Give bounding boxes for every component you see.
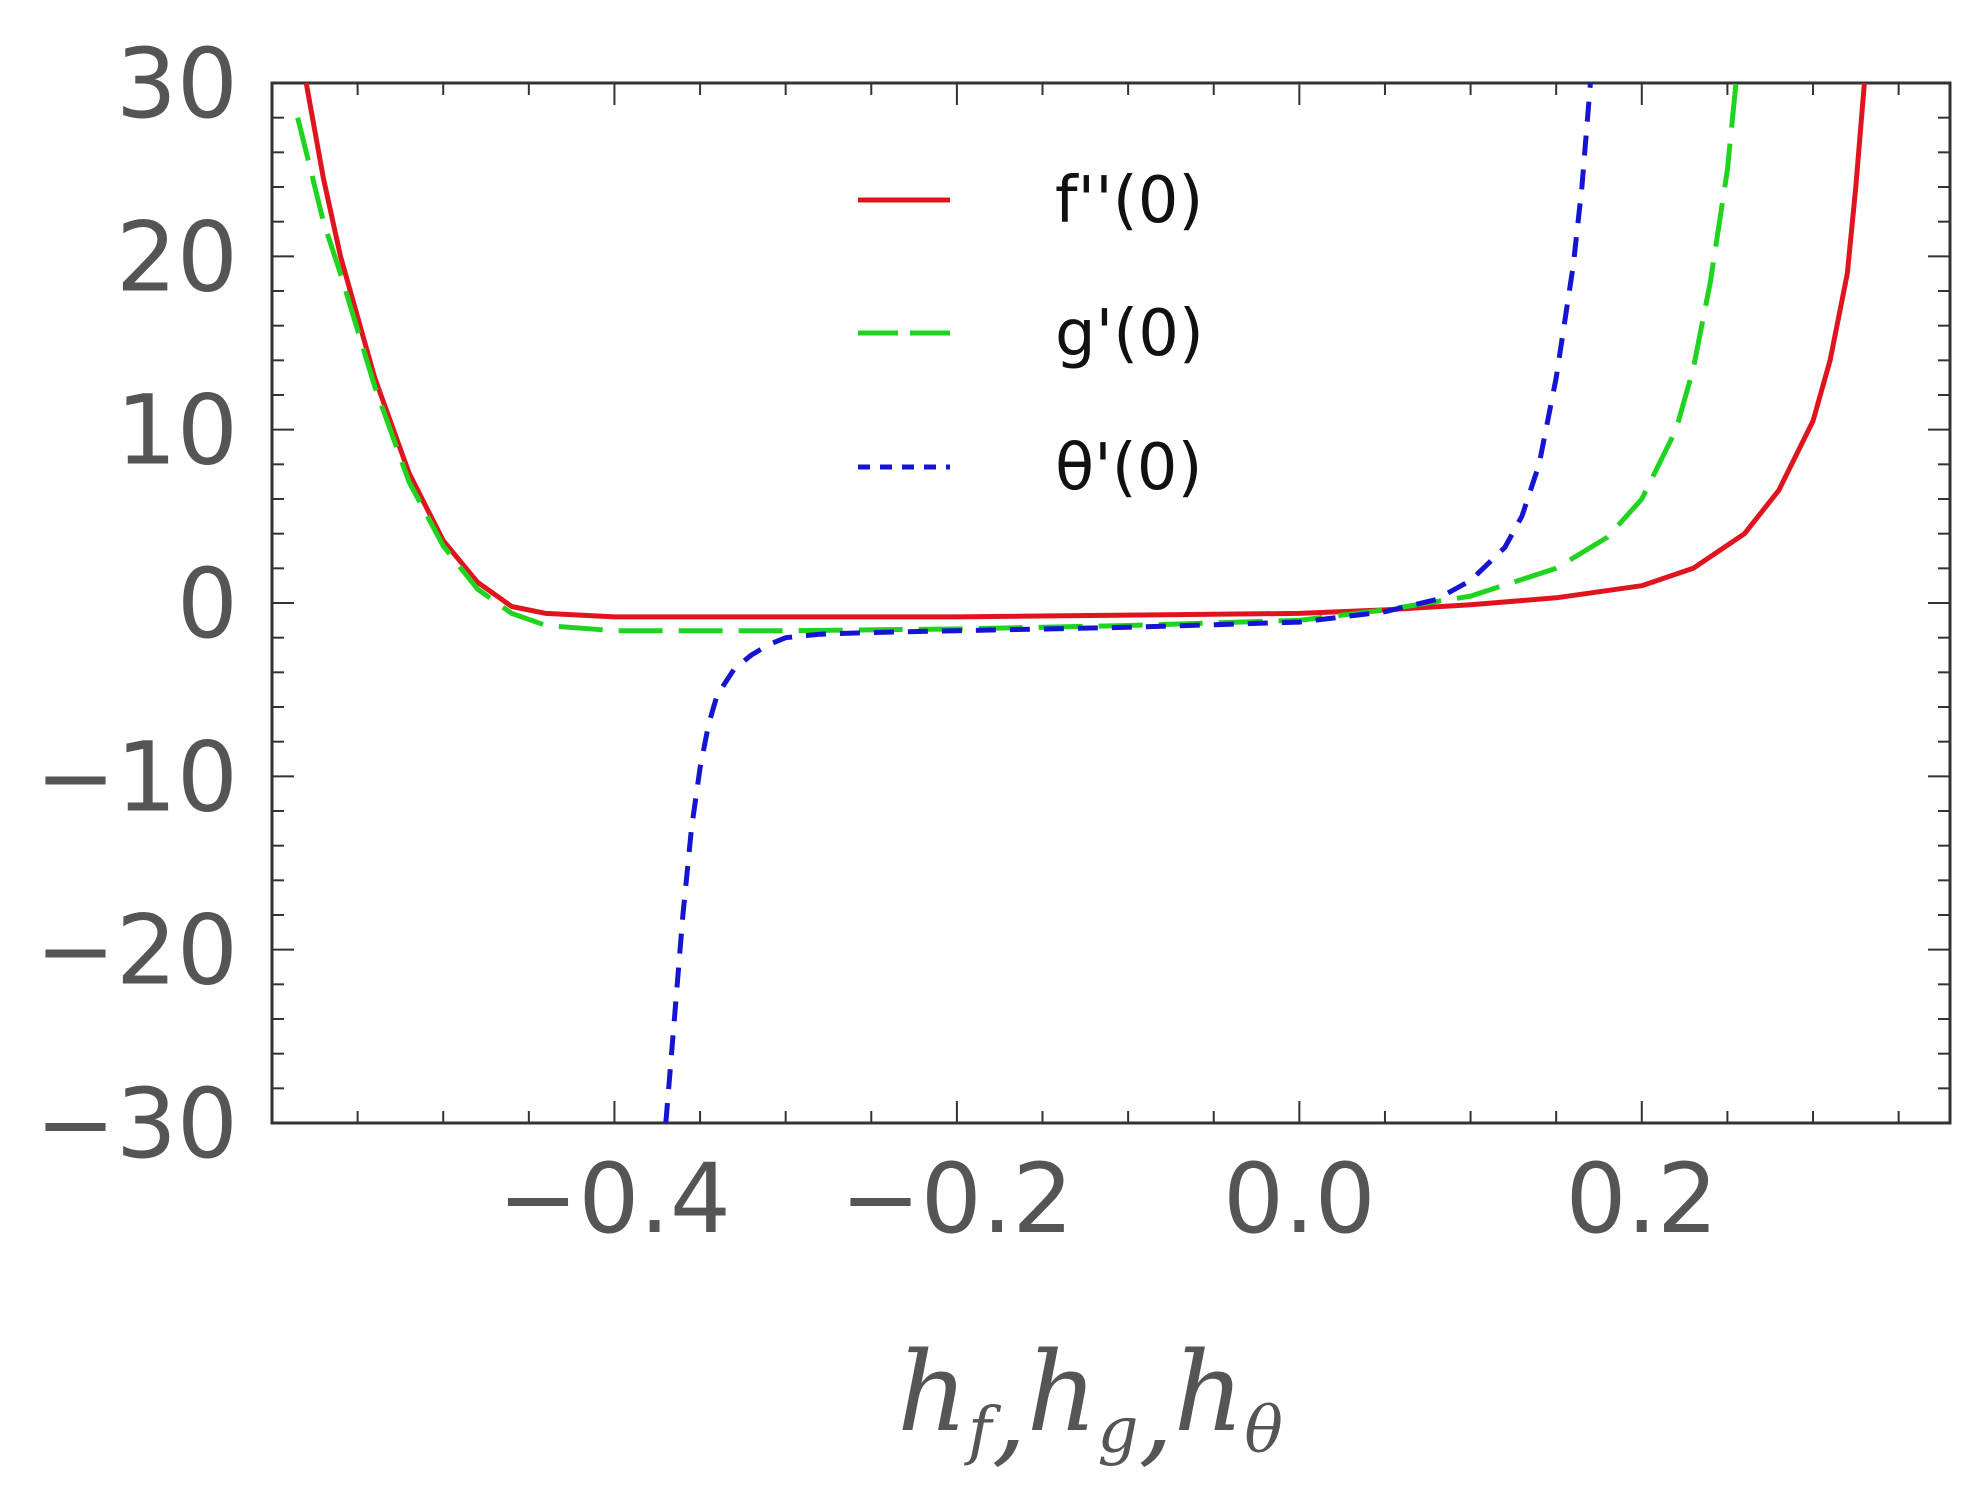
x-tick-label: 0.0 bbox=[1223, 1143, 1376, 1255]
x-tick-label: 0.2 bbox=[1565, 1143, 1718, 1255]
x-axis-title: hf,hg,hθ bbox=[897, 1328, 1283, 1478]
axis-title-subscript: g bbox=[1098, 1394, 1139, 1468]
series-line-3 bbox=[663, 82, 1593, 1124]
plot-frame bbox=[270, 81, 1952, 1125]
axis-title-separator: , bbox=[992, 1350, 1027, 1478]
series-lines bbox=[295, 82, 1867, 1124]
axis-title-separator: , bbox=[1138, 1350, 1173, 1478]
y-tick-label: 10 bbox=[116, 375, 238, 487]
tick-labels: −0.4 −0.2 0.0 0.2 30 20 10 0 −10 −20 −30 bbox=[35, 28, 1718, 1255]
tick-marks bbox=[271, 82, 1950, 1124]
y-tick-label: −30 bbox=[35, 1068, 238, 1180]
y-tick-label: 30 bbox=[116, 28, 238, 140]
y-tick-label: −10 bbox=[35, 721, 238, 833]
axis-title-base: h bbox=[897, 1328, 968, 1456]
y-tick-label: 20 bbox=[116, 201, 238, 313]
y-tick-label: 0 bbox=[177, 548, 238, 660]
legend-label-1: f''(0) bbox=[1055, 164, 1203, 238]
legend: f''(0) g'(0) θ'(0) bbox=[858, 164, 1204, 505]
legend-label-2: g'(0) bbox=[1055, 297, 1204, 371]
series-line-2 bbox=[295, 82, 1739, 634]
axis-title-base: h bbox=[1027, 1328, 1098, 1456]
y-tick-label: −20 bbox=[35, 895, 238, 1007]
axis-title-base: h bbox=[1173, 1328, 1244, 1456]
legend-label-3: θ'(0) bbox=[1055, 431, 1202, 505]
x-tick-label: −0.4 bbox=[498, 1143, 731, 1255]
series-line-1 bbox=[303, 82, 1867, 620]
x-tick-label: −0.2 bbox=[840, 1143, 1073, 1255]
axis-title-subscript: θ bbox=[1244, 1394, 1283, 1468]
